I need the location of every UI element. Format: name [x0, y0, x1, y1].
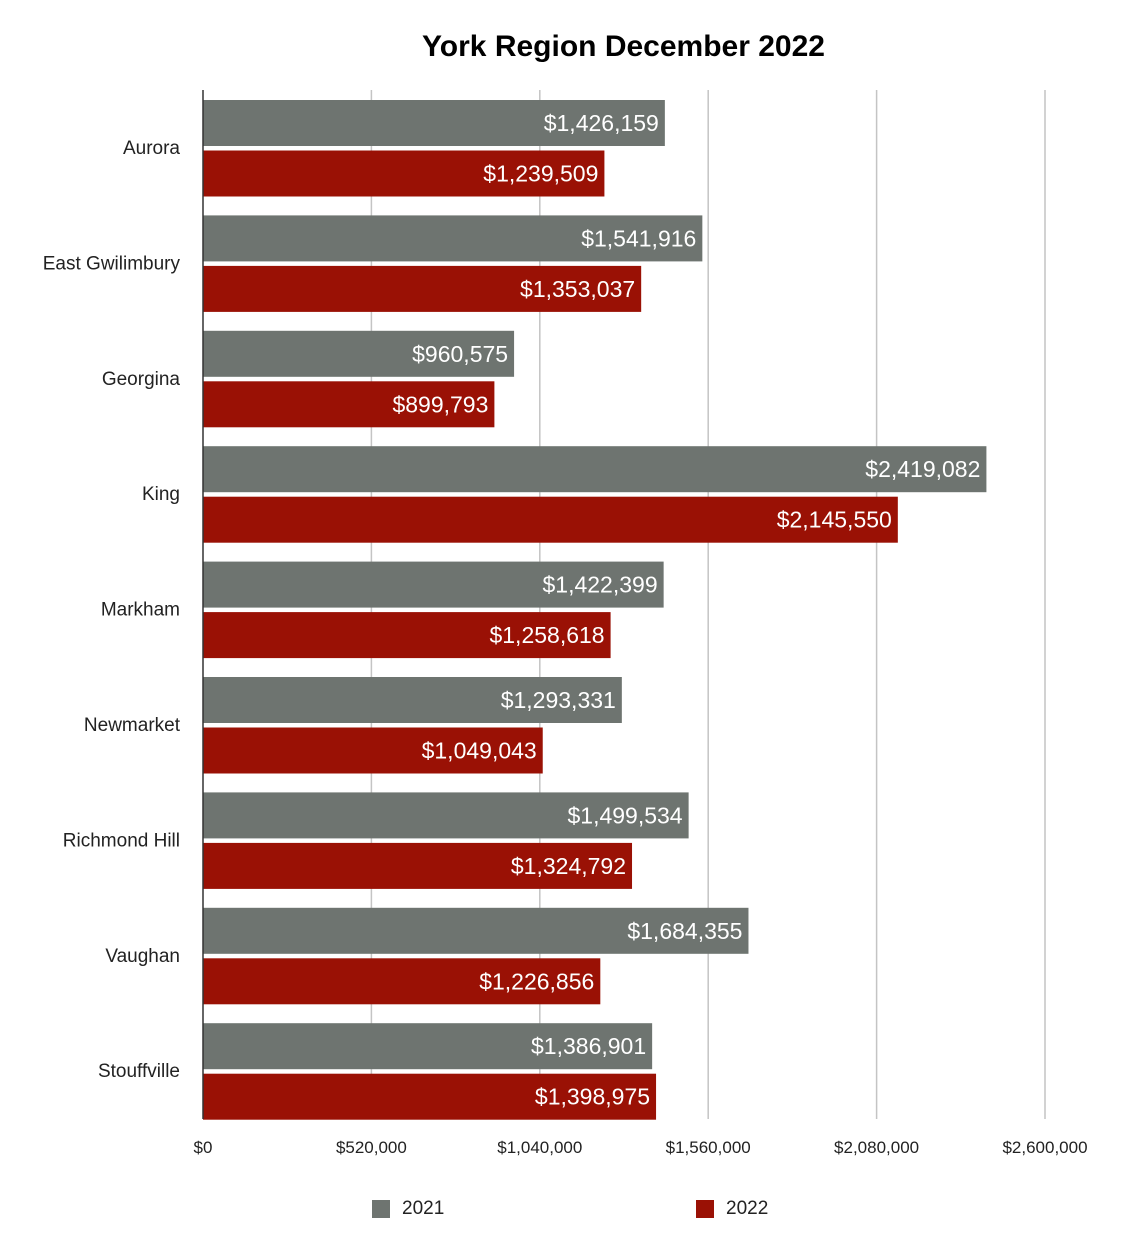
category-label: Vaughan — [105, 946, 180, 967]
category-label: East Gwilimbury — [43, 253, 181, 274]
bar-2021 — [203, 1023, 653, 1070]
bar-2022 — [203, 496, 898, 543]
bar-value-label: $1,422,399 — [543, 572, 658, 598]
bar-value-label: $2,419,082 — [865, 456, 980, 482]
bar-2022 — [203, 1073, 657, 1120]
legend-item-2021: 2021 — [372, 1198, 444, 1220]
legend-swatch-2021 — [372, 1200, 390, 1218]
legend-item-2022: 2022 — [696, 1198, 768, 1220]
bar-value-label: $1,324,792 — [511, 853, 626, 879]
category-label: Newmarket — [84, 715, 181, 736]
bar-value-label: $1,293,331 — [501, 687, 616, 713]
category-label: Markham — [101, 600, 180, 621]
bar-2021 — [203, 561, 664, 608]
category-label: King — [142, 484, 180, 505]
bar-value-label: $1,541,916 — [581, 225, 696, 251]
bar-2021 — [203, 330, 515, 377]
bar-value-label: $1,239,509 — [483, 161, 598, 187]
bar-value-label: $2,145,550 — [777, 507, 892, 533]
bar-value-label: $1,684,355 — [627, 918, 742, 944]
bar-value-label: $1,499,534 — [567, 802, 682, 828]
category-label: Stouffville — [98, 1061, 180, 1082]
bar-2021 — [203, 100, 665, 146]
bar-2022 — [203, 958, 601, 1005]
bar-2022 — [203, 381, 495, 428]
bar-2021 — [203, 446, 987, 493]
bar-value-label: $1,398,975 — [535, 1084, 650, 1110]
chart-legend: 2021 2022 — [0, 1198, 1130, 1222]
bar-value-label: $1,049,043 — [422, 738, 537, 764]
chart-title: York Region December 2022 — [422, 30, 825, 63]
legend-label-2022: 2022 — [726, 1198, 769, 1219]
bar-2021 — [203, 792, 689, 839]
bar-2022 — [203, 612, 611, 659]
x-tick-label: $520,000 — [336, 1138, 407, 1157]
x-tick-label: $1,040,000 — [497, 1138, 582, 1157]
bar-2021 — [203, 677, 622, 723]
category-label: Georgina — [102, 369, 181, 390]
bar-value-label: $1,353,037 — [520, 276, 635, 302]
bar-2022 — [203, 150, 605, 197]
x-tick-label: $0 — [194, 1138, 213, 1157]
bar-2021 — [203, 907, 749, 954]
bar-2021 — [203, 215, 703, 262]
category-label: Richmond Hill — [63, 830, 180, 851]
bar-2022 — [203, 842, 633, 889]
bar-value-label: $960,575 — [412, 341, 508, 367]
x-tick-label: $2,080,000 — [834, 1138, 919, 1157]
legend-swatch-2022 — [696, 1200, 714, 1218]
legend-label-2021: 2021 — [402, 1198, 445, 1219]
bar-value-label: $1,258,618 — [489, 622, 604, 648]
bar-value-label: $899,793 — [392, 391, 488, 417]
bar-value-label: $1,426,159 — [544, 110, 659, 136]
x-tick-label: $2,600,000 — [1002, 1138, 1087, 1157]
bar-2022 — [203, 727, 543, 774]
bar-value-label: $1,386,901 — [531, 1033, 646, 1059]
x-tick-label: $1,560,000 — [666, 1138, 751, 1157]
category-label: Aurora — [123, 138, 180, 159]
bar-value-label: $1,226,856 — [479, 968, 594, 994]
bar-2022 — [203, 265, 642, 312]
